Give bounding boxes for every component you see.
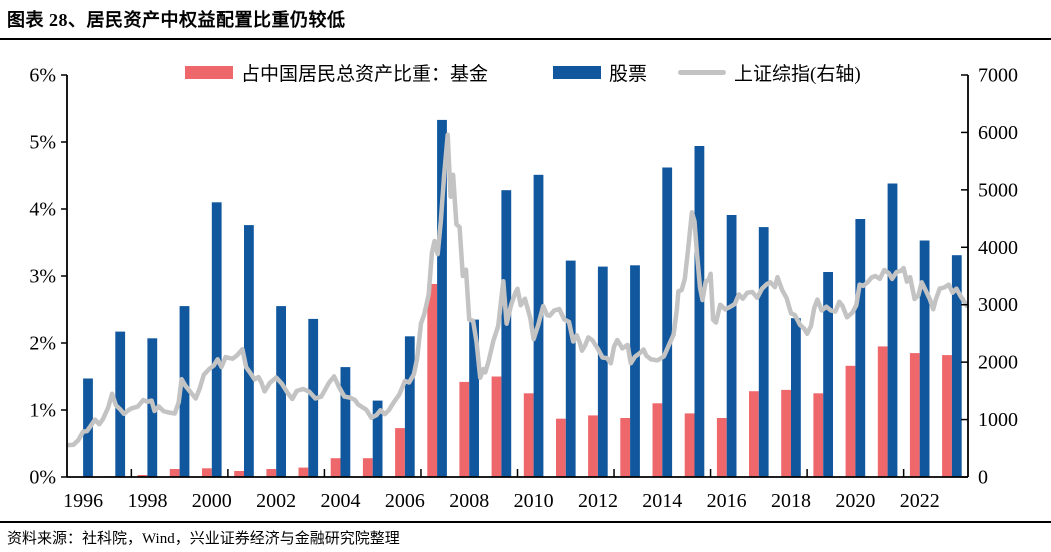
bar-fund-2014 xyxy=(652,403,663,477)
bar-stock-2015 xyxy=(694,146,705,477)
bar-fund-2005 xyxy=(362,458,373,477)
bar-fund-2012 xyxy=(588,415,598,477)
bar-stock-2023 xyxy=(951,255,962,477)
bar-stock-2004 xyxy=(340,367,351,477)
right-axis-label: 5000 xyxy=(978,179,1018,201)
bar-stock-2013 xyxy=(630,265,640,477)
figure-title: 图表 28、居民资产中权益配置比重仍较低 xyxy=(7,10,346,30)
bar-fund-2017 xyxy=(749,391,759,477)
x-axis-label-1996: 1996 xyxy=(63,490,103,512)
x-axis-label-2020: 2020 xyxy=(835,490,875,512)
shanghai-composite-line xyxy=(66,132,970,448)
bar-fund-2003 xyxy=(298,467,309,477)
bar-stock-2006 xyxy=(404,336,415,477)
title-rule xyxy=(0,38,1051,40)
left-axis-label: 5% xyxy=(29,132,56,154)
bar-stock-2012 xyxy=(597,266,608,477)
bar-fund-2020 xyxy=(845,365,856,477)
left-axis-label: 1% xyxy=(29,400,56,422)
bar-fund-2002 xyxy=(266,469,277,477)
x-axis-label-2000: 2000 xyxy=(192,490,232,512)
bar-stock-1999 xyxy=(179,306,190,477)
index-line-swatch-icon xyxy=(678,70,726,75)
x-axis-label-2010: 2010 xyxy=(514,490,554,512)
legend-label-fund: 占中国居民总资产比重：基金 xyxy=(241,63,489,85)
legend-item-fund: 占中国居民总资产比重：基金 xyxy=(185,60,489,85)
bar-stock-2002 xyxy=(276,306,286,477)
bar-fund-2000 xyxy=(202,468,212,477)
bar-fund-2015 xyxy=(684,413,695,477)
legend-item-stock: 股票 xyxy=(553,60,648,85)
x-axis-label-2014: 2014 xyxy=(642,490,682,512)
right-axis-label: 6000 xyxy=(978,122,1018,144)
x-axis-label-2006: 2006 xyxy=(385,490,425,512)
bar-fund-2010 xyxy=(523,393,534,478)
bar-stock-2011 xyxy=(565,260,576,477)
footer-rule xyxy=(0,521,1051,523)
bar-stock-2018 xyxy=(791,318,801,477)
bar-fund-2006 xyxy=(395,428,405,477)
bar-stock-1997 xyxy=(115,331,126,477)
bar-stock-2007 xyxy=(437,119,447,478)
bar-fund-2021 xyxy=(877,346,888,477)
x-axis-label-2002: 2002 xyxy=(256,490,296,512)
fund-bar-swatch-icon xyxy=(185,65,233,79)
bar-fund-2004 xyxy=(330,458,341,477)
x-axis-label-2012: 2012 xyxy=(578,490,618,512)
x-axis-label-2008: 2008 xyxy=(449,490,489,512)
left-axis-label: 4% xyxy=(29,199,56,221)
bar-fund-1998 xyxy=(137,475,148,477)
bar-fund-2011 xyxy=(556,418,566,477)
right-axis-label: 1000 xyxy=(978,409,1018,431)
bar-stock-2020 xyxy=(855,219,866,477)
x-axis-label-1998: 1998 xyxy=(127,490,167,512)
bar-stock-2019 xyxy=(823,272,833,477)
left-axis-label: 2% xyxy=(29,333,56,355)
x-axis-label-2004: 2004 xyxy=(321,490,361,512)
legend-label-index: 上证综指(右轴) xyxy=(734,63,861,85)
bar-fund-2016 xyxy=(716,418,727,477)
bar-fund-2018 xyxy=(781,389,791,477)
bar-stock-2021 xyxy=(887,183,898,477)
x-axis-label-2018: 2018 xyxy=(771,490,811,512)
bar-stock-2000 xyxy=(211,202,222,478)
bar-fund-2013 xyxy=(620,418,631,477)
bar-fund-2022 xyxy=(909,353,920,477)
x-axis-label-2022: 2022 xyxy=(900,490,940,512)
bar-stock-2014 xyxy=(662,167,673,477)
bar-stock-2017 xyxy=(758,227,769,477)
stock-bar-swatch-icon xyxy=(553,65,601,79)
right-axis-label: 7000 xyxy=(978,65,1018,87)
bar-fund-2019 xyxy=(813,393,824,478)
bar-fund-2009 xyxy=(491,376,502,477)
legend-item-index: 上证综指(右轴) xyxy=(678,60,861,85)
bar-stock-2005 xyxy=(372,400,383,477)
x-axis-label-2016: 2016 xyxy=(707,490,747,512)
right-axis-label: 0 xyxy=(978,467,988,489)
bar-fund-1999 xyxy=(169,469,180,477)
bar-fund-2007 xyxy=(427,284,438,477)
bar-fund-2008 xyxy=(459,381,470,477)
bar-stock-2022 xyxy=(919,240,930,477)
bar-fund-2023 xyxy=(942,355,952,477)
source-note: 资料来源：社科院，Wind，兴业证券经济与金融研究院整理 xyxy=(7,531,400,547)
left-axis-label: 6% xyxy=(29,65,56,87)
left-axis-label: 0% xyxy=(29,467,56,489)
left-axis-label: 3% xyxy=(29,266,56,288)
legend-label-stock: 股票 xyxy=(609,63,648,85)
right-axis-label: 4000 xyxy=(978,237,1018,259)
bar-stock-2009 xyxy=(501,190,512,477)
bar-stock-2016 xyxy=(726,215,737,477)
right-axis-label: 3000 xyxy=(978,294,1018,316)
bar-stock-2001 xyxy=(244,225,254,477)
right-axis-label: 2000 xyxy=(978,352,1018,374)
bar-fund-2001 xyxy=(234,471,244,477)
bar-stock-2008 xyxy=(469,319,479,477)
